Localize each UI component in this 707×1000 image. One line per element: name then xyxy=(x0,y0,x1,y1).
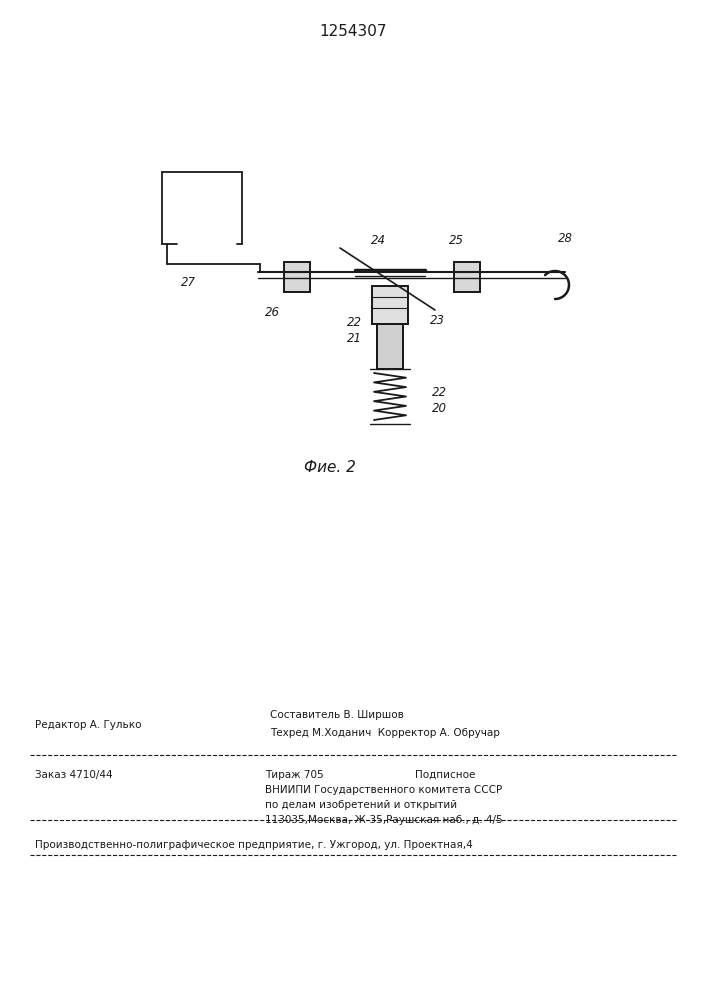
Text: 28: 28 xyxy=(558,232,573,244)
Text: 113035,Москва, Ж-35,Раушская наб., д. 4/5: 113035,Москва, Ж-35,Раушская наб., д. 4/… xyxy=(265,815,503,825)
Text: 1254307: 1254307 xyxy=(320,24,387,39)
Text: Редактор А. Гулько: Редактор А. Гулько xyxy=(35,720,141,730)
Text: 22: 22 xyxy=(347,316,362,328)
Bar xyxy=(372,286,408,324)
Text: Фие. 2: Фие. 2 xyxy=(304,460,356,476)
Text: 26: 26 xyxy=(265,306,280,318)
Text: по делам изобретений и открытий: по делам изобретений и открытий xyxy=(265,800,457,810)
Text: ВНИИПИ Государственного комитета СССР: ВНИИПИ Государственного комитета СССР xyxy=(265,785,502,795)
Bar xyxy=(284,262,310,292)
Text: Заказ 4710/44: Заказ 4710/44 xyxy=(35,770,112,780)
Bar xyxy=(454,262,480,292)
Text: 24: 24 xyxy=(370,233,385,246)
Text: 25: 25 xyxy=(448,233,464,246)
Text: Подписное: Подписное xyxy=(415,770,475,780)
Bar xyxy=(377,324,403,369)
Text: 22: 22 xyxy=(432,386,447,399)
Text: Составитель В. Ширшов: Составитель В. Ширшов xyxy=(270,710,404,720)
Text: 23: 23 xyxy=(430,314,445,326)
Text: 21: 21 xyxy=(347,332,362,344)
Text: 20: 20 xyxy=(432,401,447,414)
Bar xyxy=(377,324,403,369)
Text: 27: 27 xyxy=(181,275,196,288)
Bar xyxy=(454,262,480,292)
Text: Тираж 705: Тираж 705 xyxy=(265,770,324,780)
Bar xyxy=(284,262,310,292)
Text: Техред М.Ходанич  Корректор А. Обручар: Техред М.Ходанич Корректор А. Обручар xyxy=(270,728,500,738)
Text: Производственно-полиграфическое предприятие, г. Ужгород, ул. Проектная,4: Производственно-полиграфическое предприя… xyxy=(35,840,473,850)
Bar xyxy=(372,286,408,324)
